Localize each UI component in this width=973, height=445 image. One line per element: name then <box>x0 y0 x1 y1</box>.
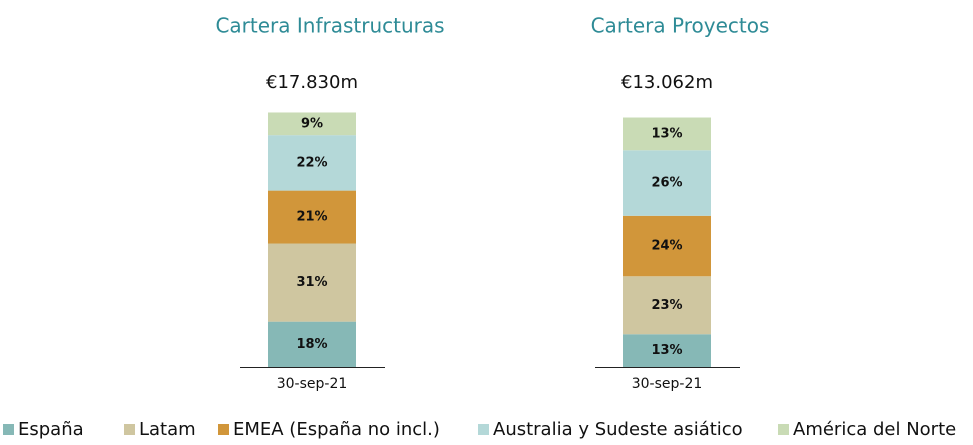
value-label: 18% <box>296 337 327 352</box>
x-tick-label: 30-sep-21 <box>277 376 348 392</box>
bar-segment <box>623 276 711 335</box>
total-label: €13.062m <box>621 72 713 93</box>
bar-segment <box>268 112 356 136</box>
legend-swatch <box>3 424 14 435</box>
legend-label: EMEA (España no incl.) <box>233 419 440 440</box>
bar-segment <box>623 215 711 277</box>
chart-title: Cartera Infrastructuras <box>215 14 444 38</box>
x-tick-label: 30-sep-21 <box>632 376 703 392</box>
legend-label: Latam <box>139 419 196 440</box>
bar-segment <box>268 190 356 244</box>
bar-segment <box>268 321 356 367</box>
value-label: 13% <box>651 343 682 358</box>
legend-swatch <box>478 424 489 435</box>
bar-segment <box>268 243 356 322</box>
value-label: 22% <box>296 155 327 170</box>
value-label: 21% <box>296 210 327 225</box>
value-label: 9% <box>301 116 323 131</box>
bar-segment <box>623 334 711 367</box>
bar-segment <box>623 117 711 151</box>
legend-swatch <box>218 424 229 435</box>
legend-swatch <box>124 424 135 435</box>
value-label: 26% <box>651 176 682 191</box>
legend-swatch <box>778 424 789 435</box>
chart-title: Cartera Proyectos <box>591 14 770 38</box>
total-label: €17.830m <box>266 72 358 93</box>
legend-label: América del Norte <box>793 419 956 440</box>
legend-label: España <box>18 419 84 440</box>
value-label: 23% <box>651 298 682 313</box>
value-label: 24% <box>651 239 682 254</box>
bar-segment <box>623 150 711 216</box>
bar-segment <box>268 135 356 191</box>
legend-label: Australia y Sudeste asiático <box>493 419 743 440</box>
value-label: 13% <box>651 126 682 141</box>
value-label: 31% <box>296 275 327 290</box>
